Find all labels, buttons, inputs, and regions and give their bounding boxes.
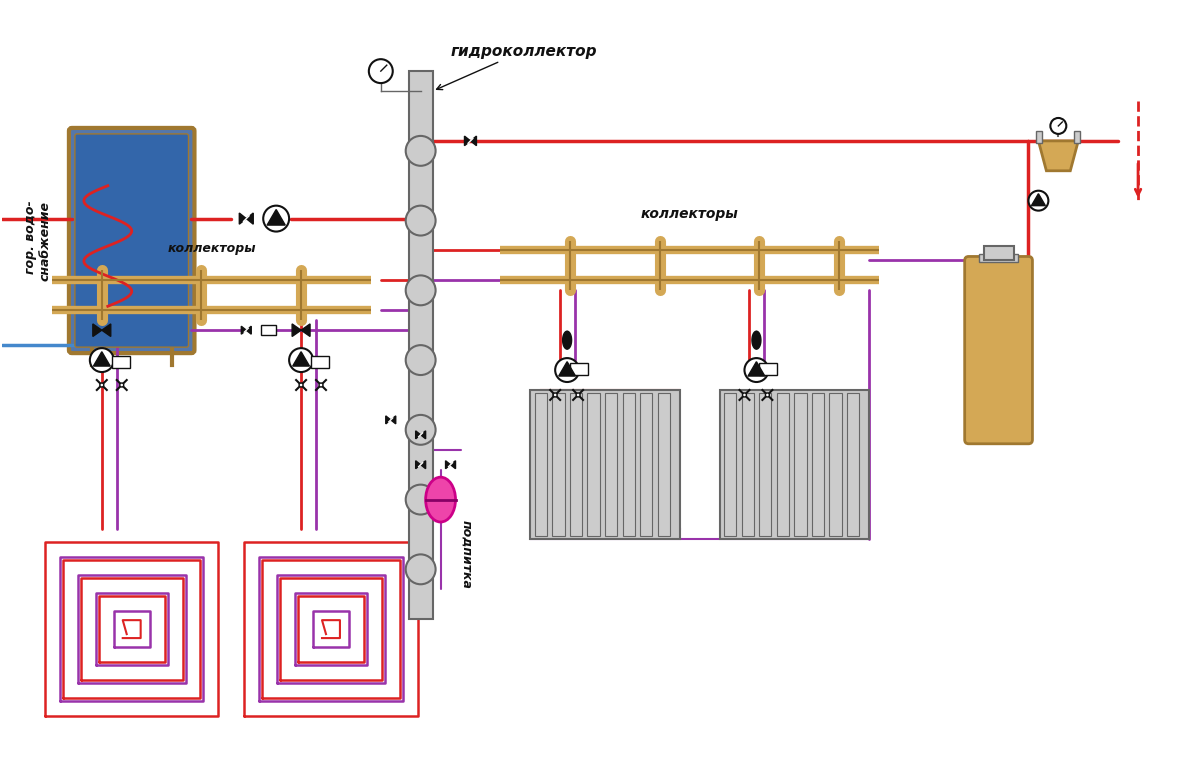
- Polygon shape: [415, 460, 421, 469]
- Circle shape: [100, 383, 103, 387]
- Polygon shape: [464, 136, 470, 146]
- Polygon shape: [102, 324, 110, 336]
- Circle shape: [90, 348, 114, 372]
- Bar: [794, 393, 806, 537]
- Bar: [847, 393, 859, 537]
- Polygon shape: [239, 213, 246, 224]
- Polygon shape: [293, 352, 310, 366]
- Circle shape: [120, 383, 124, 387]
- Bar: [979, 254, 1019, 263]
- Polygon shape: [563, 331, 568, 349]
- Polygon shape: [385, 416, 391, 424]
- Bar: [1037, 131, 1043, 143]
- Polygon shape: [559, 362, 576, 376]
- Polygon shape: [1038, 141, 1079, 171]
- Circle shape: [289, 348, 313, 372]
- Bar: [760, 363, 778, 375]
- FancyBboxPatch shape: [68, 128, 194, 353]
- Polygon shape: [241, 326, 246, 334]
- Circle shape: [299, 383, 304, 387]
- Bar: [760, 393, 772, 537]
- Circle shape: [406, 484, 436, 514]
- Circle shape: [766, 393, 769, 397]
- Bar: [640, 393, 653, 537]
- Circle shape: [368, 59, 392, 83]
- Bar: [535, 393, 547, 537]
- Bar: [530, 390, 679, 540]
- Bar: [812, 393, 824, 537]
- Bar: [605, 393, 617, 537]
- Circle shape: [406, 206, 436, 236]
- Bar: [587, 393, 600, 537]
- Bar: [984, 246, 1014, 260]
- Polygon shape: [415, 431, 421, 439]
- Ellipse shape: [426, 477, 456, 522]
- Circle shape: [743, 393, 746, 397]
- Circle shape: [406, 554, 436, 584]
- Bar: [724, 393, 737, 537]
- FancyBboxPatch shape: [74, 134, 188, 347]
- Circle shape: [319, 383, 323, 387]
- Polygon shape: [752, 331, 756, 349]
- Polygon shape: [421, 431, 426, 439]
- Bar: [720, 390, 869, 540]
- Polygon shape: [748, 362, 764, 376]
- Polygon shape: [292, 324, 301, 336]
- Polygon shape: [756, 331, 761, 349]
- FancyBboxPatch shape: [965, 256, 1032, 444]
- Bar: [829, 393, 841, 537]
- Bar: [311, 356, 329, 368]
- Polygon shape: [445, 460, 450, 469]
- Circle shape: [1028, 191, 1049, 211]
- Circle shape: [576, 393, 580, 397]
- Bar: [409, 71, 433, 619]
- Bar: [776, 393, 790, 537]
- Bar: [112, 356, 130, 368]
- Circle shape: [406, 136, 436, 166]
- Circle shape: [263, 206, 289, 232]
- Polygon shape: [92, 324, 102, 336]
- Circle shape: [406, 276, 436, 305]
- Circle shape: [406, 415, 436, 445]
- Polygon shape: [421, 460, 426, 469]
- Bar: [623, 393, 635, 537]
- Polygon shape: [391, 416, 396, 424]
- Polygon shape: [246, 326, 251, 334]
- Bar: [570, 363, 588, 375]
- Polygon shape: [268, 209, 286, 225]
- Polygon shape: [94, 352, 110, 366]
- Circle shape: [1050, 118, 1067, 134]
- Polygon shape: [246, 213, 253, 224]
- Polygon shape: [301, 324, 310, 336]
- Circle shape: [553, 393, 557, 397]
- Circle shape: [406, 345, 436, 375]
- Bar: [1074, 131, 1080, 143]
- Bar: [262, 325, 276, 335]
- Polygon shape: [568, 331, 571, 349]
- Bar: [552, 393, 564, 537]
- Bar: [742, 393, 754, 537]
- Text: подпитка: подпитка: [461, 520, 474, 588]
- Polygon shape: [450, 460, 456, 469]
- Bar: [570, 393, 582, 537]
- Text: гор. водо-
снабжение: гор. водо- снабжение: [24, 200, 52, 280]
- Text: коллекторы: коллекторы: [641, 206, 738, 220]
- Bar: [658, 393, 670, 537]
- Text: коллекторы: коллекторы: [167, 243, 256, 256]
- Polygon shape: [1032, 194, 1045, 206]
- Text: гидроколлектор: гидроколлектор: [450, 44, 598, 59]
- Circle shape: [556, 358, 580, 382]
- Circle shape: [744, 358, 768, 382]
- Polygon shape: [470, 136, 476, 146]
